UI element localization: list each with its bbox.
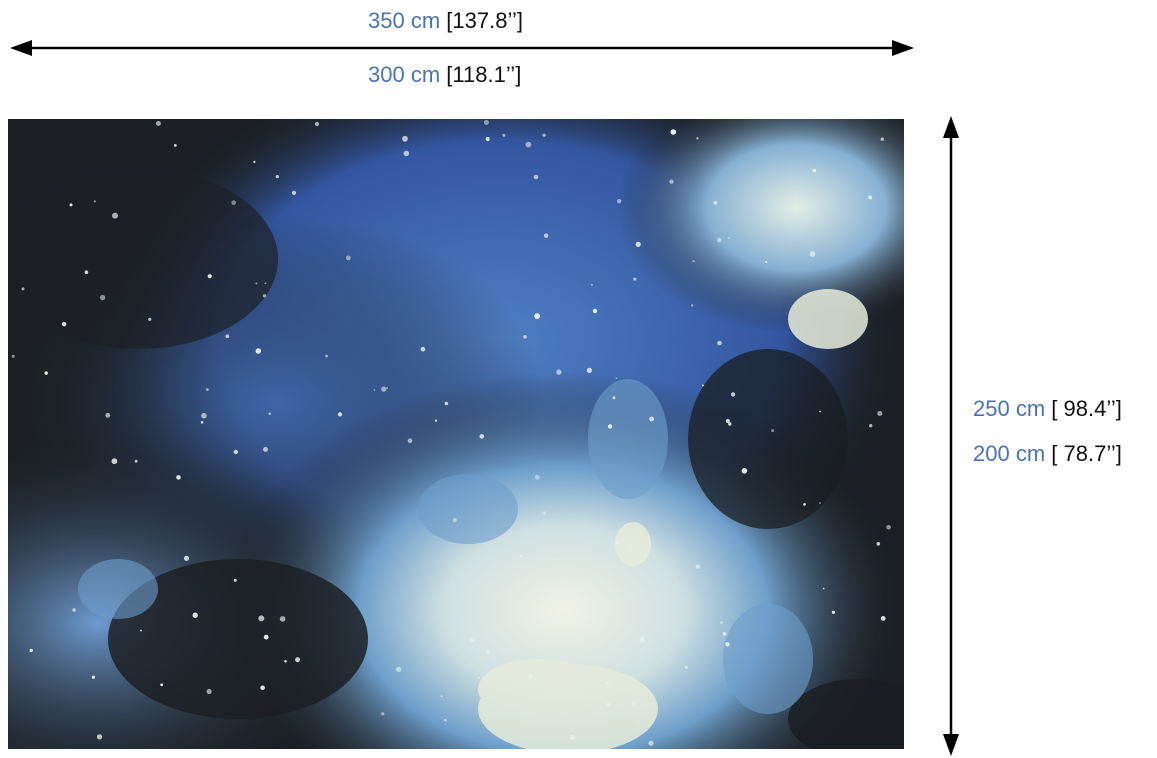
height-max-cm: 250 cm — [973, 396, 1046, 421]
height-max-label: 250 cm [ 98.4’’] — [973, 396, 1122, 422]
width-max-cm: 350 cm — [368, 8, 441, 33]
height-min-inch: [ 78.7’’] — [1051, 441, 1122, 466]
height-arrow-icon — [943, 116, 959, 756]
width-max-label: 350 cm [137.8’’] — [368, 8, 523, 34]
rug-image — [8, 119, 904, 749]
height-max-inch: [ 98.4’’] — [1051, 396, 1122, 421]
height-min-cm: 200 cm — [973, 441, 1046, 466]
width-min-label: 300 cm [118.1’’] — [368, 62, 521, 88]
width-min-cm: 300 cm — [368, 62, 441, 87]
height-min-label: 200 cm [ 78.7’’] — [973, 441, 1122, 467]
width-max-inch: [137.8’’] — [446, 8, 523, 33]
width-min-inch: [118.1’’] — [446, 62, 522, 87]
width-arrow-icon — [10, 40, 914, 56]
